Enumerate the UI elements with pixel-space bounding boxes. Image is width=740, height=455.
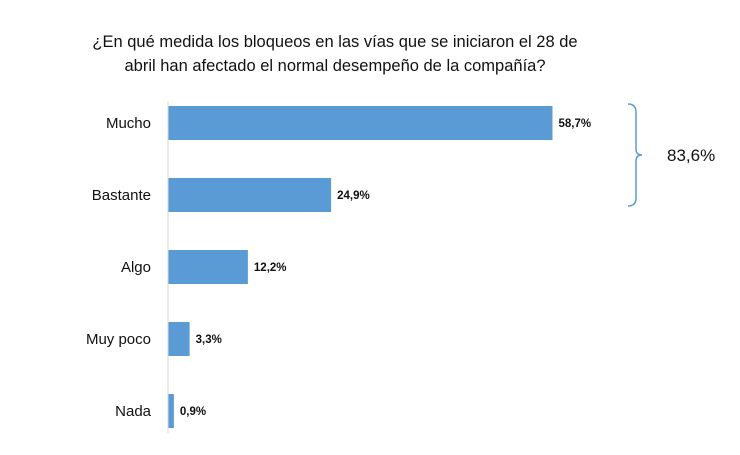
category-label-3: Muy poco — [86, 331, 151, 348]
chart-title: ¿En qué medida los bloqueos en las vías … — [92, 33, 578, 75]
bar-3 — [168, 322, 190, 356]
bracket-shape — [627, 103, 643, 207]
value-label-4: 0,9% — [180, 406, 206, 418]
value-label-2: 12,2% — [254, 262, 287, 274]
value-label-1: 24,9% — [337, 190, 370, 202]
value-label-3: 3,3% — [196, 334, 222, 346]
bracket-total-label: 83,6% — [667, 146, 715, 165]
bar-2 — [168, 250, 248, 284]
category-label-0: Mucho — [106, 115, 151, 132]
category-label-4: Nada — [115, 403, 152, 420]
bar-0 — [168, 106, 553, 140]
value-label-0: 58,7% — [558, 118, 591, 130]
category-label-1: Bastante — [92, 187, 151, 204]
bar-1 — [168, 178, 332, 212]
category-label-2: Algo — [121, 259, 151, 276]
bar-4 — [168, 394, 174, 428]
